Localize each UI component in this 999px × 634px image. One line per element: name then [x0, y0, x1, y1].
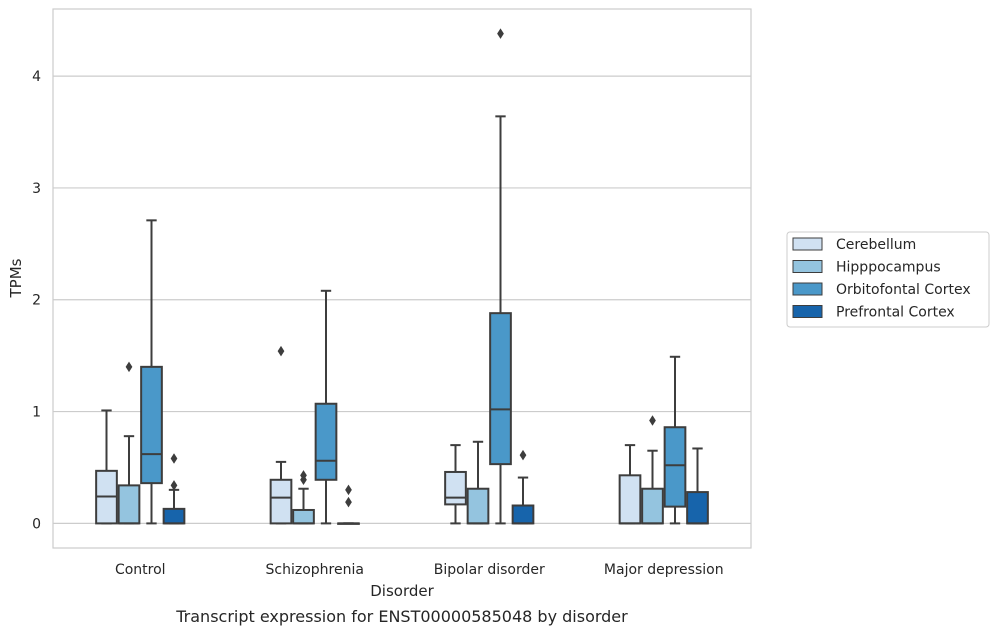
y-axis-label: TPMs: [7, 258, 25, 298]
box-0: [162, 453, 186, 525]
legend-swatch: [792, 237, 823, 251]
x-axis-label: Disorder: [370, 582, 434, 600]
legend-label: Prefrontal Cortex: [836, 305, 955, 321]
outlier-point: [125, 361, 133, 373]
x-tick-label: Major depression: [604, 562, 724, 578]
outlier-point: [277, 345, 285, 357]
iqr-box: [117, 484, 141, 525]
legend-swatch: [792, 282, 823, 296]
outlier-point: [345, 484, 352, 496]
iqr-box: [641, 487, 664, 525]
iqr-box: [618, 474, 642, 525]
legend-item: Orbitofontal Cortex: [792, 282, 971, 298]
iqr-box: [466, 487, 490, 525]
outlier-point: [497, 28, 504, 39]
iqr-box: [269, 478, 293, 525]
box-0: [117, 361, 141, 525]
legend-swatch: [792, 260, 823, 273]
box-1: [292, 470, 315, 525]
box-1: [269, 345, 293, 525]
box-2: [489, 28, 512, 525]
x-tick-label: Control: [115, 562, 166, 578]
legend-label: Orbitofontal Cortex: [836, 282, 971, 298]
legend-item: Prefrontal Cortex: [792, 305, 955, 321]
legend-items: Cerebellum Hipppocampus Orbitofontal Corte…: [792, 237, 971, 321]
legend-swatch: [792, 305, 823, 318]
box-plot-series: [95, 28, 709, 525]
outlier-point: [345, 496, 352, 508]
box-1: [314, 289, 338, 525]
iqr-box: [292, 508, 315, 525]
outlier-point: [649, 415, 656, 426]
box-3: [686, 447, 709, 525]
outlier-point: [519, 449, 527, 461]
box-1: [337, 484, 360, 525]
x-tick-label: Bipolar disorder: [434, 562, 545, 578]
box-2: [511, 449, 535, 525]
series-2: [140, 28, 687, 525]
y-tick-label: 4: [32, 69, 41, 85]
outlier-point: [170, 453, 178, 464]
box-3: [663, 355, 687, 525]
iqr-box: [140, 365, 163, 485]
y-tick-label: 0: [32, 516, 41, 532]
iqr-box: [663, 426, 687, 508]
iqr-box: [444, 470, 467, 506]
legend: Cerebellum Hipppocampus Orbitofontal Corte…: [786, 231, 990, 328]
outlier-point: [300, 470, 307, 481]
legend-frame: [786, 231, 990, 328]
series-0: [95, 345, 642, 525]
legend-label: Hipppocampus: [836, 260, 941, 276]
iqr-box: [162, 507, 186, 525]
plot-frame: [52, 8, 752, 549]
series-1: [117, 361, 664, 525]
box-0: [140, 219, 163, 525]
x-tick-label: Schizophrenia: [266, 562, 364, 578]
y-tick-labels: 0 1 2 3 4: [32, 69, 41, 532]
box-0: [95, 409, 118, 525]
legend-item: Cerebellum: [792, 237, 916, 253]
iqr-box: [489, 312, 512, 466]
chart-caption: Transcript expression for ENST0000058504…: [175, 607, 628, 626]
box-3: [618, 444, 642, 525]
legend-item: Hipppocampus: [792, 260, 941, 276]
legend-label: Cerebellum: [836, 237, 916, 253]
x-tick-labels: Control Schizophrenia Bipolar disorder Majo…: [115, 562, 724, 578]
y-tick-label: 2: [32, 293, 41, 309]
box-2: [444, 444, 467, 525]
iqr-box: [314, 402, 338, 481]
box-3: [641, 415, 664, 525]
iqr-box: [511, 504, 535, 525]
y-tick-label: 1: [32, 405, 41, 421]
y-tick-label: 3: [32, 181, 41, 197]
box-2: [466, 440, 490, 525]
outlier-point: [170, 480, 178, 491]
series-3: [162, 447, 709, 525]
iqr-box: [686, 491, 709, 525]
